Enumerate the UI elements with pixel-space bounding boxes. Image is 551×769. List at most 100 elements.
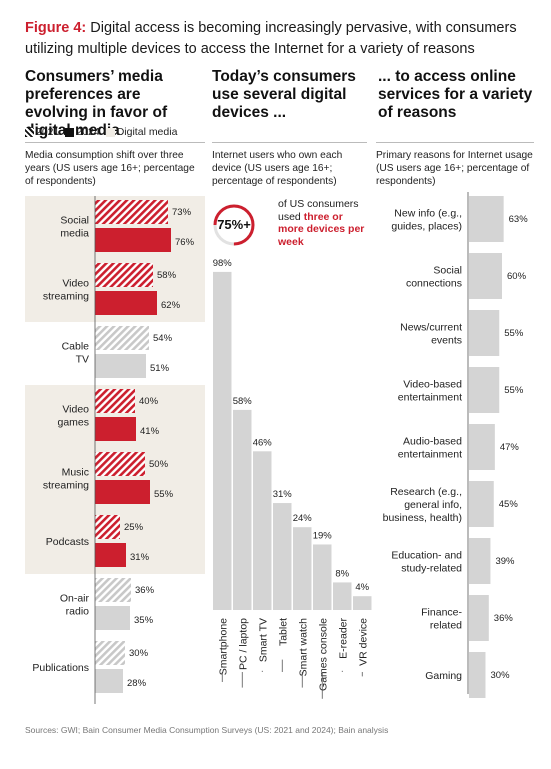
bar-2021-cable-tv (95, 326, 149, 350)
legend-2024-swatch (65, 127, 75, 137)
category-label-video-streaming-line1: Video (62, 278, 89, 290)
value-2021-social-media: 73% (172, 207, 192, 218)
bar-2021-video-streaming (95, 263, 153, 287)
category-label-social-media-line1: Social (60, 215, 89, 227)
bar-2024-podcasts (95, 543, 126, 567)
bar-research-e-g-general-info-business-health (469, 481, 494, 527)
category-label-publications: Publications (32, 662, 89, 674)
value-new-info-e-g-guides-places: 63% (509, 214, 529, 225)
bar-news-current-events (469, 310, 500, 356)
bar-2021-podcasts (95, 515, 120, 539)
bar-2024-video-games (95, 417, 136, 441)
left-subtitle: Media consumption shift over three years… (25, 150, 195, 187)
bar-2021-social-media (95, 200, 168, 224)
left-rule (25, 142, 205, 143)
callout-text: of US consumers used (278, 198, 359, 223)
reason-label-audio-based-entertainment-line1: Audio-based (403, 436, 462, 448)
value-finance-related: 36% (494, 613, 514, 624)
callout-text-block: of US consumers used three or more devic… (278, 198, 370, 248)
callout-value: 75%+ (217, 217, 251, 232)
device-label-tablet: Tablet (277, 618, 289, 646)
right-heading: ... to access online services for a vari… (378, 68, 533, 121)
value-audio-based-entertainment: 47% (500, 442, 520, 453)
digital-media-panel-2 (25, 385, 205, 574)
category-label-video-games-line1: Video (62, 404, 89, 416)
value-tablet: 31% (273, 489, 293, 500)
reason-label-research-e-g-general-info-business-health-line3: business, health) (383, 512, 462, 524)
value-social-connections: 60% (507, 271, 527, 282)
legend-2021-label: 2021 (36, 126, 60, 138)
value-2024-publications: 28% (127, 678, 147, 689)
callout-highlight: three or more devices per week (278, 210, 365, 248)
device-label-e-reader: E-reader (337, 618, 349, 659)
legend-2024-label: 2024 (76, 126, 100, 138)
category-label-on-air-radio-line1: On-air (60, 593, 90, 605)
reason-label-new-info-e-g-guides-places-line1: New info (e.g., (394, 208, 462, 220)
bar-gaming (469, 652, 486, 698)
value-2024-cable-tv: 51% (150, 363, 170, 374)
value-2024-social-media: 76% (175, 237, 195, 248)
bar-2024-publications (95, 669, 123, 693)
reason-label-video-based-entertainment-line1: Video-based (403, 379, 462, 391)
category-label-on-air-radio-line2: radio (66, 606, 90, 618)
reason-label-research-e-g-general-info-business-health-line1: Research (e.g., (390, 486, 462, 498)
value-e-reader: 8% (335, 568, 349, 579)
value-games-console: 19% (313, 530, 333, 541)
reason-label-research-e-g-general-info-business-health-line2: general info, (404, 499, 462, 511)
figure-label: Figure 4: (25, 20, 87, 36)
bar-audio-based-entertainment (469, 424, 495, 470)
category-label-video-streaming-line2: streaming (43, 291, 89, 303)
figure-text: Digital access is becoming increasingly … (25, 20, 517, 57)
callout-ring: 75%+ (212, 203, 256, 247)
source-note: Sources: GWI; Bain Consumer Media Consum… (25, 725, 389, 735)
bar-education-and-study-related (469, 538, 491, 584)
value-news-current-events: 55% (504, 328, 524, 339)
value-smart-watch: 24% (293, 513, 313, 524)
value-2024-video-games: 41% (140, 426, 160, 437)
category-label-cable-tv-line2: TV (76, 354, 89, 366)
value-2024-music-streaming: 55% (154, 489, 174, 500)
bar-new-info-e-g-guides-places (469, 196, 504, 242)
bar-smart-watch (293, 527, 312, 610)
value-2024-podcasts: 31% (130, 552, 150, 563)
device-label-games-console: Games console (317, 618, 329, 691)
value-2021-cable-tv: 54% (153, 333, 173, 344)
reason-label-audio-based-entertainment-line2: entertainment (398, 449, 462, 461)
category-label-podcasts: Podcasts (46, 536, 89, 548)
bar-pc-laptop (233, 409, 252, 610)
category-label-music-streaming-line1: Music (62, 467, 89, 479)
value-gaming: 30% (491, 670, 511, 681)
bar-2024-video-streaming (95, 291, 157, 315)
middle-heading: Today’s consumers use several digital de… (212, 68, 356, 121)
bar-vr-device (353, 596, 372, 610)
value-smart-tv: 46% (253, 437, 273, 448)
legend-digital-label: Digital media (116, 126, 178, 138)
middle-rule (212, 142, 367, 143)
device-label-smart-watch: Smart watch (297, 618, 309, 677)
category-label-cable-tv-line1: Cable (62, 341, 90, 353)
bar-smart-tv (253, 451, 272, 610)
reason-label-finance-related-line2: related (430, 620, 462, 632)
value-2024-on-air-radio: 35% (134, 615, 154, 626)
reason-label-gaming: Gaming (425, 670, 462, 682)
value-smartphone: 98% (213, 258, 233, 269)
reason-label-finance-related-line1: Finance- (421, 607, 462, 619)
bar-2024-on-air-radio (95, 606, 130, 630)
bar-social-connections (469, 253, 502, 299)
value-education-and-study-related: 39% (495, 556, 515, 567)
right-subtitle: Primary reasons for Internet usage (US u… (376, 150, 533, 187)
value-2021-video-games: 40% (139, 396, 159, 407)
reason-label-education-and-study-related-line1: Education- and (391, 550, 462, 562)
bar-smartphone (213, 271, 232, 610)
device-label-smartphone: Smartphone (217, 618, 229, 675)
reason-label-social-connections-line2: connections (406, 278, 462, 290)
value-vr-device: 4% (355, 582, 369, 593)
bar-2024-music-streaming (95, 480, 150, 504)
bar-2024-social-media (95, 228, 171, 252)
bar-2021-video-games (95, 389, 135, 413)
right-rule (376, 142, 534, 143)
value-2024-video-streaming: 62% (161, 300, 181, 311)
bar-2021-on-air-radio (95, 578, 131, 602)
category-label-music-streaming-line2: streaming (43, 480, 89, 492)
value-2021-podcasts: 25% (124, 522, 144, 533)
